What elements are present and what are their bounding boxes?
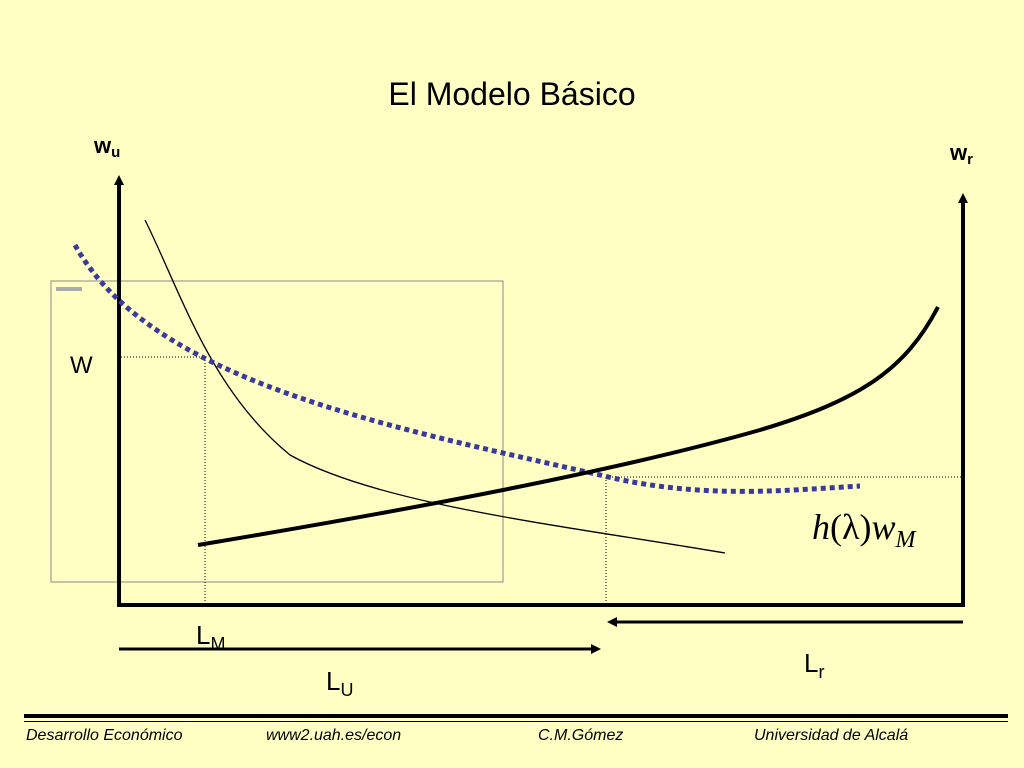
footer-university: Universidad de Alcalá (754, 727, 909, 744)
formula-label: h(λ)wM (812, 507, 916, 553)
left-axis-label: wu (94, 133, 121, 161)
right-axis-label: wr (950, 140, 973, 168)
footer-rule-thick (24, 714, 1008, 718)
w-label: W (70, 352, 93, 379)
footer-course: Desarrollo Económico (26, 727, 183, 744)
footer-author: C.M.Gómez (538, 727, 624, 744)
thick-wage-curve (197, 306, 940, 547)
thin-demand-curve (144, 219, 726, 554)
dotted-blue-curve (72, 243, 861, 494)
inset-box-mark (56, 287, 82, 291)
slide-title: El Modelo Básico (388, 76, 636, 112)
lm-label: LM (196, 620, 226, 654)
footer-rule-thin (24, 721, 1008, 722)
lu-label: LU (326, 666, 354, 700)
inset-box (50, 280, 504, 583)
footer-url: www2.uah.es/econ (266, 727, 402, 744)
lr-label: Lr (804, 648, 825, 682)
